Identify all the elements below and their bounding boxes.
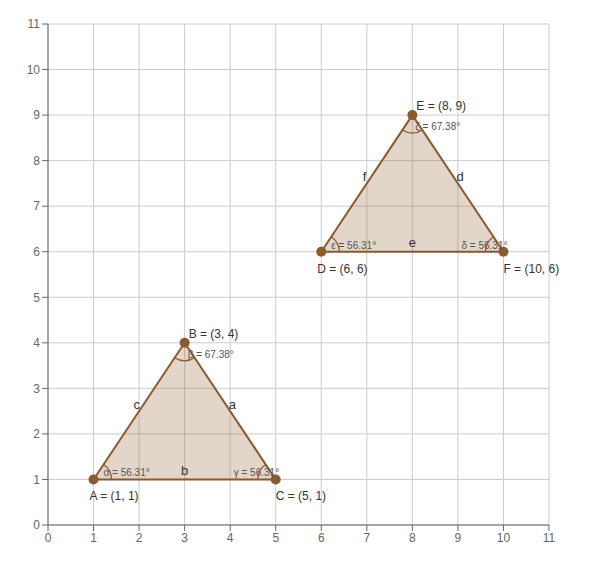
svg-text:ζ = 67.38°: ζ = 67.38° [415,121,460,133]
svg-text:f: f [363,169,367,184]
svg-text:6: 6 [33,245,40,259]
svg-text:7: 7 [363,531,370,545]
svg-text:E = (8, 9): E = (8, 9) [416,99,466,113]
svg-text:β = 67.38°: β = 67.38° [188,349,234,360]
svg-text:11: 11 [28,17,41,31]
svg-text:B = (3, 4): B = (3, 4) [189,327,239,341]
svg-text:D = (6, 6): D = (6, 6) [317,262,367,276]
svg-text:C = (5, 1): C = (5, 1) [276,489,326,503]
svg-text:9: 9 [455,531,462,545]
svg-text:2: 2 [136,531,143,545]
svg-text:10: 10 [497,531,511,545]
svg-text:5: 5 [33,291,40,305]
svg-text:8: 8 [409,531,416,545]
svg-text:3: 3 [181,531,188,545]
svg-text:5: 5 [272,531,279,545]
svg-text:b: b [181,463,188,478]
svg-text:1: 1 [90,531,97,545]
svg-text:d: d [457,169,464,184]
svg-text:4: 4 [33,336,40,350]
svg-text:0: 0 [45,531,52,545]
svg-text:10: 10 [27,63,41,77]
svg-text:9: 9 [33,108,40,122]
svg-text:α = 56.31°: α = 56.31° [104,467,150,478]
svg-text:6: 6 [318,531,325,545]
svg-text:c: c [134,397,141,412]
svg-text:ε = 56.31°: ε = 56.31° [331,240,376,251]
svg-text:7: 7 [33,199,40,213]
svg-text:F = (10, 6): F = (10, 6) [503,262,559,276]
svg-text:2: 2 [33,427,40,441]
svg-text:e: e [409,235,416,250]
svg-text:8: 8 [33,154,40,168]
svg-text:A = (1, 1): A = (1, 1) [90,489,139,503]
svg-text:δ = 56.31°: δ = 56.31° [461,240,507,251]
svg-text:4: 4 [227,531,234,545]
svg-text:3: 3 [33,382,40,396]
svg-text:γ = 56.31°: γ = 56.31° [234,467,279,478]
svg-text:0: 0 [33,518,40,532]
svg-text:1: 1 [33,473,40,487]
svg-text:11: 11 [543,531,556,545]
svg-text:a: a [229,397,237,412]
